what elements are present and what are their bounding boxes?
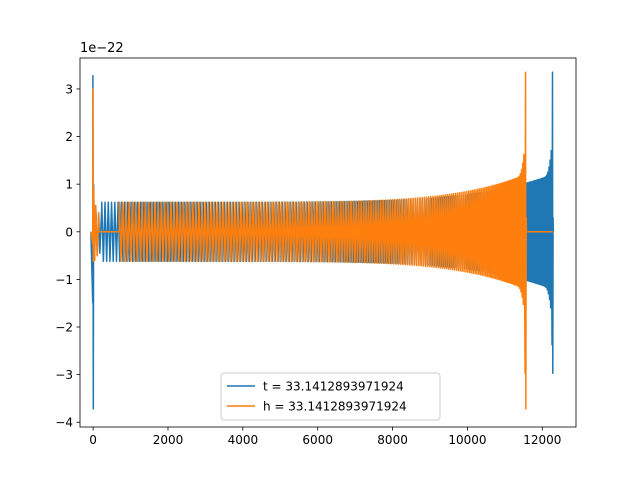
y-tick-label: 3: [65, 82, 73, 96]
y-tick-label: −4: [55, 416, 73, 430]
legend-entry-label: h = 33.1412893971924: [263, 400, 407, 414]
legend: t = 33.1412893971924 h = 33.1412893971924: [220, 372, 441, 421]
x-tick-label: 0: [89, 433, 97, 447]
x-tick-label: 6000: [302, 433, 333, 447]
axes-border: [79, 57, 577, 428]
y-tick-label: 2: [65, 130, 73, 144]
series-line-h: [90, 71, 553, 410]
axes-frame: [79, 57, 577, 428]
x-axis-ticks: 0 2000 4000 6000 8000 10000 12000: [89, 427, 561, 447]
y-tick-label: −2: [55, 321, 73, 335]
y-tick-label: −1: [55, 273, 73, 287]
x-tick-label: 10000: [448, 433, 486, 447]
y-tick-label: 0: [65, 225, 73, 239]
x-tick-label: 12000: [523, 433, 561, 447]
y-axis-offset-label: 1e−22: [80, 41, 124, 56]
x-tick-label: 2000: [153, 433, 184, 447]
y-axis-ticks: −4 −3 −2 −1 0 1 2 3: [55, 82, 80, 430]
y-tick-label: 1: [65, 178, 73, 192]
y-tick-label: −3: [55, 368, 73, 382]
legend-entry-label: t = 33.1412893971924: [263, 380, 404, 394]
legend-box: [220, 372, 441, 421]
x-tick-label: 8000: [377, 433, 408, 447]
x-tick-label: 4000: [228, 433, 259, 447]
plot-area: [90, 71, 555, 410]
